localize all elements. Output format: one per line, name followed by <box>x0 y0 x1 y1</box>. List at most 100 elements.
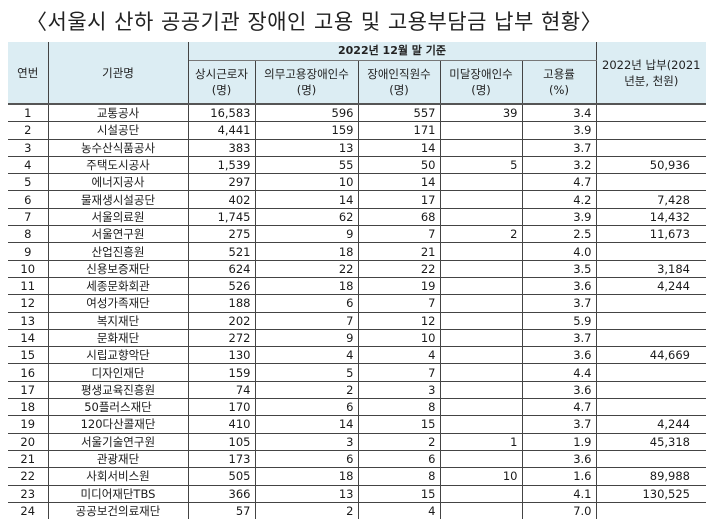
cell-workers: 159 <box>187 363 256 382</box>
cell-shortfall <box>439 485 523 503</box>
cell-org: 공공보건의료재단 <box>47 502 189 520</box>
cell-workers: 105 <box>187 433 256 451</box>
cell-shortfall <box>439 277 523 296</box>
cell-mandatory: 9 <box>254 329 359 348</box>
cell-mandatory: 10 <box>254 173 359 192</box>
cell-mandatory: 62 <box>254 208 359 227</box>
cell-mandatory: 596 <box>254 104 359 123</box>
table-row: 21 관광재단 173 6 6 3.6 <box>8 450 706 469</box>
cell-org: 복지재단 <box>47 312 189 330</box>
cell-payment <box>595 381 706 400</box>
header-regular-workers-label: 상시근로자 <box>195 67 248 81</box>
cell-shortfall <box>439 329 523 348</box>
header-regular-workers: 상시근로자 (명) <box>187 60 256 105</box>
cell-no: 9 <box>8 242 49 261</box>
table-row: 4 주택도시공사 1,539 55 50 5 3.2 50,936 <box>8 156 706 175</box>
cell-workers: 526 <box>187 277 256 296</box>
cell-payment: 3,184 <box>595 260 706 278</box>
cell-no: 12 <box>8 294 49 313</box>
cell-rate: 4.4 <box>521 363 597 382</box>
cell-workers: 272 <box>187 329 256 348</box>
cell-no: 4 <box>8 156 49 175</box>
cell-no: 8 <box>8 225 49 244</box>
cell-org: 관광재단 <box>47 450 189 469</box>
cell-org: 신용보증재단 <box>47 260 189 278</box>
cell-rate: 3.9 <box>521 121 597 140</box>
cell-shortfall <box>439 346 523 365</box>
cell-mandatory: 6 <box>254 398 359 417</box>
header-regular-workers-unit: (명) <box>211 83 232 97</box>
table-row: 15 시립교향악단 130 4 4 3.6 44,669 <box>8 346 706 365</box>
cell-disabled: 17 <box>357 190 441 209</box>
cell-mandatory: 13 <box>254 139 359 157</box>
cell-org: 교통공사 <box>47 104 189 123</box>
cell-shortfall <box>439 381 523 400</box>
cell-workers: 383 <box>187 139 256 157</box>
cell-no: 16 <box>8 363 49 382</box>
cell-org: 물재생시설공단 <box>47 190 189 209</box>
table-row: 18 50플러스재단 170 6 8 4.7 <box>8 398 706 417</box>
cell-org: 평생교육진흥원 <box>47 381 189 400</box>
cell-org: 디자인재단 <box>47 363 189 382</box>
cell-payment <box>595 121 706 140</box>
cell-rate: 3.7 <box>521 294 597 313</box>
table-row: 5 에너지공사 297 10 14 4.7 <box>8 173 706 192</box>
cell-no: 20 <box>8 433 49 451</box>
cell-workers: 173 <box>187 450 256 469</box>
header-disabled-staff-label: 장애인직원수 <box>367 67 431 81</box>
table-row: 19 120다산콜재단 410 14 15 3.7 4,244 <box>8 415 706 434</box>
cell-no: 24 <box>8 502 49 520</box>
header-shortfall-unit: (명) <box>471 83 491 97</box>
cell-mandatory: 6 <box>254 450 359 469</box>
cell-payment: 45,318 <box>595 433 706 451</box>
cell-mandatory: 14 <box>254 190 359 209</box>
cell-shortfall: 5 <box>439 156 523 175</box>
cell-payment <box>595 139 706 157</box>
table-body: 1 교통공사 16,583 596 557 39 3.4 2 시설공단 4,441 159 171 3.… <box>8 104 706 520</box>
header-payment-line1: 2022년 납부(2021 <box>602 57 701 72</box>
cell-workers: 74 <box>187 381 256 400</box>
cell-workers: 297 <box>187 173 256 192</box>
cell-org: 여성가족재단 <box>47 294 189 313</box>
header-group-date: 2022년 12월 말 기준 <box>187 42 597 61</box>
table-row: 24 공공보건의료재단 57 2 4 7.0 <box>8 502 706 520</box>
cell-workers: 16,583 <box>187 104 256 123</box>
employment-table: 연번 기관명 2022년 12월 말 기준 2022년 납부(2021 년분, … <box>8 42 706 520</box>
cell-shortfall <box>439 312 523 330</box>
header-org: 기관명 <box>47 42 189 105</box>
cell-no: 3 <box>8 139 49 157</box>
cell-workers: 402 <box>187 190 256 209</box>
cell-payment <box>595 398 706 417</box>
cell-rate: 4.2 <box>521 190 597 209</box>
cell-rate: 1.9 <box>521 433 597 451</box>
cell-shortfall: 1 <box>439 433 523 451</box>
cell-no: 2 <box>8 121 49 140</box>
cell-disabled: 7 <box>357 225 441 244</box>
cell-org: 사회서비스원 <box>47 467 189 486</box>
cell-disabled: 171 <box>357 121 441 140</box>
cell-disabled: 8 <box>357 398 441 417</box>
cell-payment: 4,244 <box>595 415 706 434</box>
cell-shortfall <box>439 208 523 227</box>
table-row: 1 교통공사 16,583 596 557 39 3.4 <box>8 104 706 123</box>
cell-payment: 7,428 <box>595 190 706 209</box>
table-row: 22 사회서비스원 505 18 8 10 1.6 89,988 <box>8 467 706 486</box>
header-rate-label: 고용률 <box>543 67 575 81</box>
cell-rate: 7.0 <box>521 502 597 520</box>
table-row: 17 평생교육진흥원 74 2 3 3.6 <box>8 381 706 400</box>
cell-disabled: 19 <box>357 277 441 296</box>
cell-shortfall: 2 <box>439 225 523 244</box>
cell-rate: 4.1 <box>521 485 597 503</box>
cell-no: 17 <box>8 381 49 400</box>
cell-workers: 521 <box>187 242 256 261</box>
cell-disabled: 3 <box>357 381 441 400</box>
table-row: 12 여성가족재단 188 6 7 3.7 <box>8 294 706 313</box>
cell-disabled: 6 <box>357 450 441 469</box>
cell-payment <box>595 104 706 123</box>
cell-rate: 3.2 <box>521 156 597 175</box>
cell-org: 서울기술연구원 <box>47 433 189 451</box>
cell-payment: 14,432 <box>595 208 706 227</box>
cell-workers: 130 <box>187 346 256 365</box>
cell-no: 19 <box>8 415 49 434</box>
table-row: 16 디자인재단 159 5 7 4.4 <box>8 363 706 382</box>
